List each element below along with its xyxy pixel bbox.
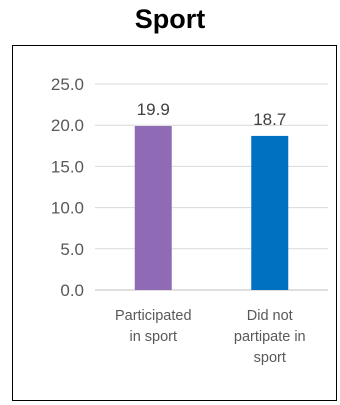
data-label: 19.9 (137, 100, 170, 119)
y-tick-label: 15.0 (51, 157, 84, 176)
category-label: Participated (115, 308, 192, 324)
data-label: 18.7 (253, 110, 286, 129)
category-label: partipate in (234, 329, 306, 345)
y-tick-label: 0.0 (60, 281, 84, 300)
y-tick-label: 25.0 (51, 75, 84, 94)
y-tick-label: 5.0 (60, 240, 84, 259)
category-label: sport (254, 350, 286, 366)
chart-title: Sport (134, 4, 206, 34)
y-tick-label: 10.0 (51, 199, 84, 218)
bar (251, 135, 289, 290)
category-label: in sport (129, 329, 177, 345)
y-tick-label: 20.0 (51, 116, 84, 135)
category-label: Did not (247, 308, 293, 324)
bar (134, 126, 172, 290)
